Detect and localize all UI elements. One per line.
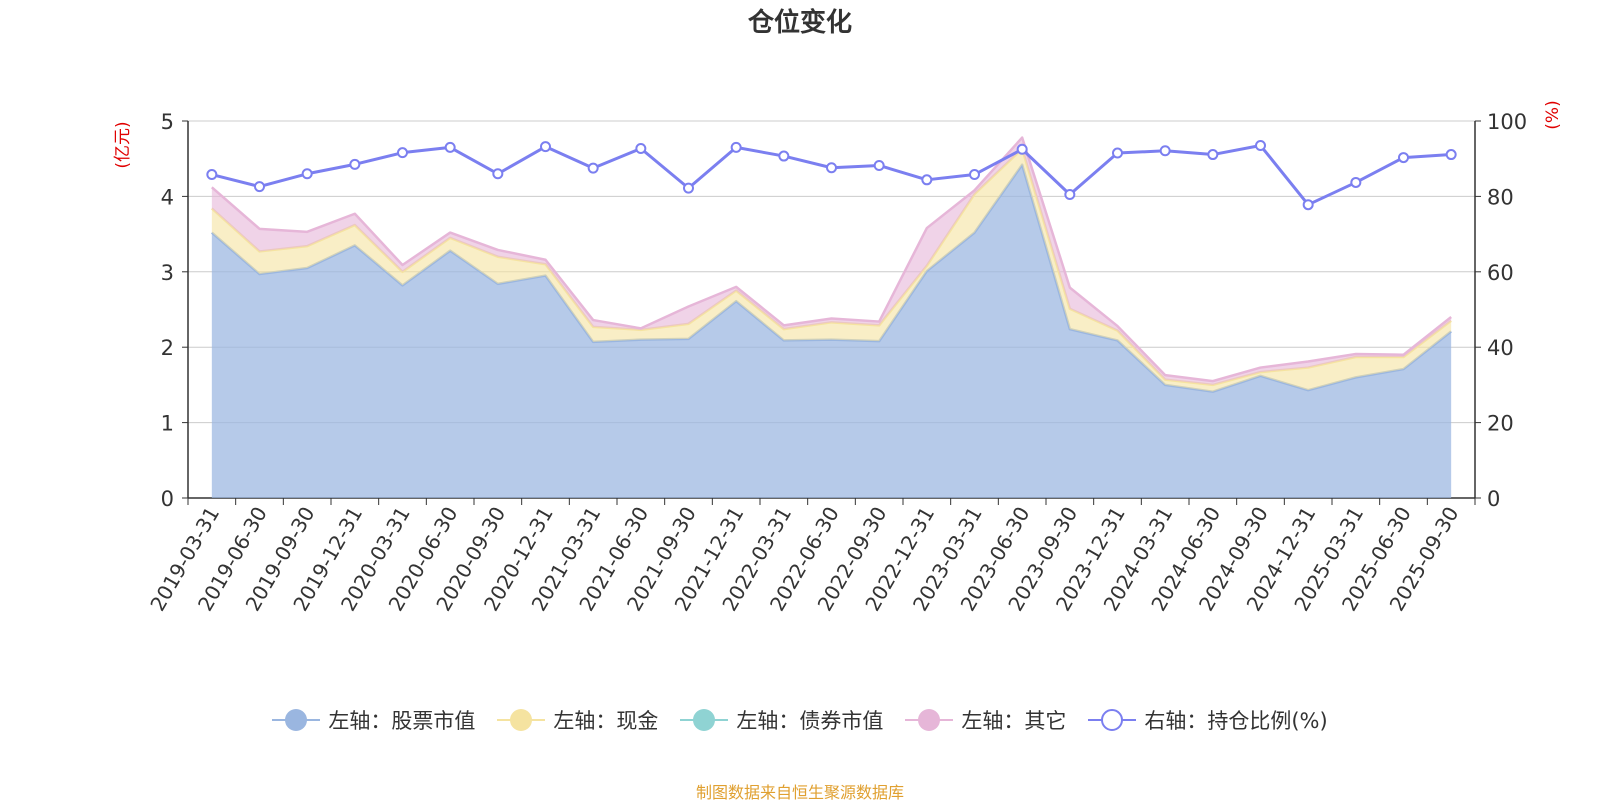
ratio-point — [301, 168, 313, 180]
y-left-tick-label: 0 — [161, 487, 174, 511]
chart-title: 仓位变化 — [747, 8, 852, 38]
legend-label: 右轴：持仓比例(%) — [1144, 709, 1328, 733]
y-right-axis-label: (%) — [1543, 100, 1563, 129]
area-series-1 — [211, 148, 1452, 392]
ratio-point — [587, 162, 599, 174]
source-note: 制图数据来自恒生聚源数据库 — [695, 783, 904, 802]
y-left-axis-label: (亿元) — [113, 121, 133, 168]
area-series-3 — [211, 137, 1452, 385]
ratio-point — [635, 143, 647, 155]
ratio-point — [1445, 149, 1457, 161]
legend-label: 左轴：现金 — [553, 709, 659, 733]
legend-item[interactable]: 左轴：现金 — [497, 705, 658, 735]
y-left-tick-label: 4 — [161, 185, 174, 209]
ratio-point — [254, 181, 265, 193]
ratio-point — [1064, 189, 1076, 201]
ratio-point — [397, 147, 408, 159]
y-left-tick-label: 1 — [161, 412, 174, 436]
ratio-point — [1398, 152, 1409, 164]
legend-label: 左轴：债券市值 — [736, 709, 884, 733]
y-left-tick-label: 5 — [161, 110, 174, 134]
ratio-point — [826, 162, 837, 174]
ratio-point — [969, 169, 980, 181]
area-series-0 — [211, 164, 1452, 498]
legend-marker-icon — [905, 705, 954, 735]
legend: 左轴：股票市值 左轴：现金 左轴：债券市值 左轴：其它 右轴：持仓比例(%) — [0, 705, 1600, 735]
legend-label: 左轴：其它 — [961, 709, 1067, 733]
ratio-point — [778, 150, 790, 162]
y-right-tick-label: 60 — [1487, 261, 1514, 285]
ratio-point — [921, 174, 933, 186]
legend-item[interactable]: 左轴：债券市值 — [680, 705, 883, 735]
y-left-tick-label: 2 — [161, 336, 174, 360]
ratio-point — [1350, 176, 1362, 188]
ratio-point — [206, 169, 218, 181]
legend-item[interactable]: 右轴：持仓比例(%) — [1088, 705, 1328, 735]
legend-label: 左轴：股票市值 — [328, 709, 476, 733]
ratio-point — [1207, 149, 1219, 161]
ratio-point — [730, 141, 742, 153]
area-line-series-3 — [211, 136, 1452, 383]
ratio-point — [1112, 147, 1123, 159]
y-right-tick-label: 20 — [1487, 412, 1514, 436]
legend-marker-icon — [1088, 705, 1137, 735]
ratio-point — [1159, 145, 1171, 157]
ratio-point — [1016, 143, 1028, 155]
ratio-point — [873, 159, 885, 171]
ratio-point — [1255, 140, 1266, 152]
ratio-point — [444, 141, 456, 153]
y-right-tick-label: 80 — [1487, 185, 1514, 209]
ratio-point — [492, 168, 504, 180]
ratio-point — [540, 141, 551, 153]
ratio-point — [349, 158, 361, 170]
legend-marker-icon — [272, 705, 321, 735]
y-left-tick-label: 3 — [161, 261, 174, 285]
y-right-tick-label: 40 — [1487, 336, 1514, 360]
legend-marker-icon — [680, 705, 729, 735]
y-right-tick-label: 0 — [1487, 487, 1500, 511]
y-right-tick-label: 100 — [1487, 110, 1527, 134]
ratio-point — [683, 182, 694, 194]
ratio-point — [1302, 199, 1314, 211]
legend-item[interactable]: 左轴：股票市值 — [272, 705, 475, 735]
legend-marker-icon — [497, 705, 546, 735]
legend-item[interactable]: 左轴：其它 — [905, 705, 1066, 735]
